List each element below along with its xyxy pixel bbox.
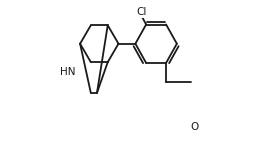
Text: O: O [191, 122, 199, 132]
Text: Cl: Cl [136, 7, 147, 17]
Text: HN: HN [60, 67, 76, 77]
